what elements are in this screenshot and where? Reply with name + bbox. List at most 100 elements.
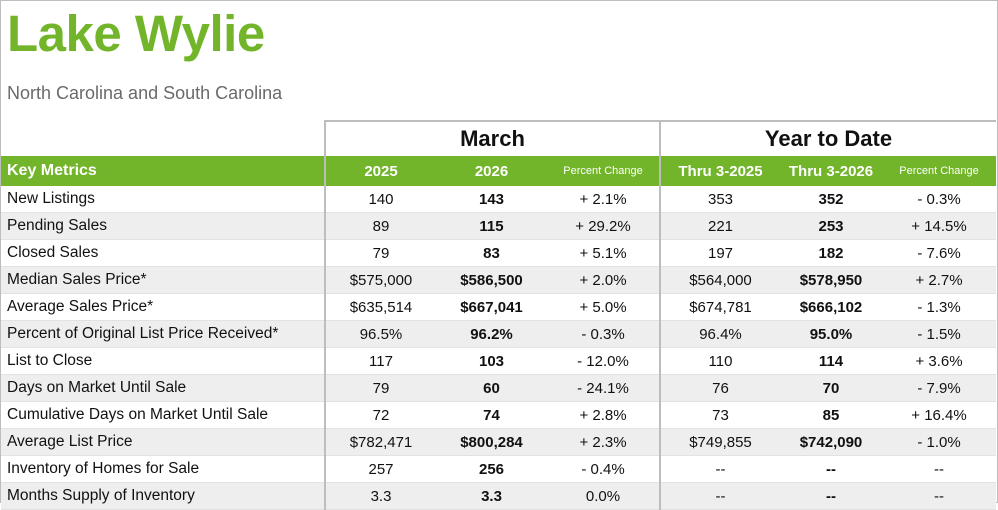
value-2026: 96.2% bbox=[436, 320, 547, 348]
value-2026: 143 bbox=[436, 186, 547, 213]
value-2025: 79 bbox=[324, 374, 436, 402]
value-2025: 72 bbox=[324, 401, 436, 429]
value-thru-3-2026: 95.0% bbox=[780, 320, 882, 348]
table-row: Median Sales Price* $575,000 $586,500 + … bbox=[1, 266, 997, 294]
value-thru-3-2026: -- bbox=[780, 455, 882, 483]
column-header-ytd-percent-change: Percent Change bbox=[882, 156, 997, 186]
value-2026: 83 bbox=[436, 239, 547, 267]
key-metrics-table: March Year to Date Key Metrics 2025 2026… bbox=[1, 120, 997, 510]
value-2025: $782,471 bbox=[324, 428, 436, 456]
metric-name: List to Close bbox=[1, 347, 325, 375]
value-2026: 256 bbox=[436, 455, 547, 483]
value-thru-3-2025: 110 bbox=[659, 347, 780, 375]
march-percent-change: - 12.0% bbox=[547, 347, 660, 375]
table-row: Percent of Original List Price Received*… bbox=[1, 320, 997, 348]
value-2026: $800,284 bbox=[436, 428, 547, 456]
table-row: Inventory of Homes for Sale 257 256 - 0.… bbox=[1, 455, 997, 483]
column-header-thru-3-2025: Thru 3-2025 bbox=[659, 156, 780, 186]
value-thru-3-2026: $666,102 bbox=[780, 293, 882, 321]
metric-name: Pending Sales bbox=[1, 212, 325, 240]
page-subtitle: North Carolina and South Carolina bbox=[7, 83, 283, 103]
metric-name: Percent of Original List Price Received* bbox=[1, 320, 325, 348]
value-2025: 257 bbox=[324, 455, 436, 483]
value-thru-3-2025: 221 bbox=[659, 212, 780, 240]
march-percent-change: - 0.3% bbox=[547, 320, 660, 348]
ytd-percent-change: + 14.5% bbox=[882, 212, 997, 240]
value-thru-3-2026: -- bbox=[780, 482, 882, 510]
metric-name: Months Supply of Inventory bbox=[1, 482, 325, 510]
value-thru-3-2026: 70 bbox=[780, 374, 882, 402]
march-percent-change: + 29.2% bbox=[547, 212, 660, 240]
value-thru-3-2026: 352 bbox=[780, 186, 882, 213]
table-row: Pending Sales 89 115 + 29.2% 221 253 + 1… bbox=[1, 212, 997, 240]
group-header-year-to-date: Year to Date bbox=[658, 120, 997, 156]
table-row: Months Supply of Inventory 3.3 3.3 0.0% … bbox=[1, 482, 997, 510]
ytd-percent-change: + 3.6% bbox=[882, 347, 997, 375]
ytd-percent-change: - 7.6% bbox=[882, 239, 997, 267]
value-thru-3-2026: 182 bbox=[780, 239, 882, 267]
table-row: List to Close 117 103 - 12.0% 110 114 + … bbox=[1, 347, 997, 375]
metric-name: Days on Market Until Sale bbox=[1, 374, 325, 402]
group-header-blank bbox=[1, 121, 325, 156]
ytd-percent-change: + 2.7% bbox=[882, 266, 997, 294]
value-thru-3-2025: 353 bbox=[659, 186, 780, 213]
value-thru-3-2026: 253 bbox=[780, 212, 882, 240]
column-header-2026: 2026 bbox=[436, 156, 547, 186]
value-2026: $586,500 bbox=[436, 266, 547, 294]
table-row: New Listings 140 143 + 2.1% 353 352 - 0.… bbox=[1, 186, 997, 213]
table-body: New Listings 140 143 + 2.1% 353 352 - 0.… bbox=[1, 186, 997, 510]
table-row: Days on Market Until Sale 79 60 - 24.1% … bbox=[1, 374, 997, 402]
value-2026: 74 bbox=[436, 401, 547, 429]
march-percent-change: 0.0% bbox=[547, 482, 660, 510]
march-percent-change: + 2.8% bbox=[547, 401, 660, 429]
value-thru-3-2025: $674,781 bbox=[659, 293, 780, 321]
march-percent-change: + 2.0% bbox=[547, 266, 660, 294]
column-header-thru-3-2026: Thru 3-2026 bbox=[780, 156, 882, 186]
column-header-march-percent-change: Percent Change bbox=[547, 156, 660, 186]
metric-name: Cumulative Days on Market Until Sale bbox=[1, 401, 325, 429]
value-thru-3-2025: $749,855 bbox=[659, 428, 780, 456]
march-percent-change: + 5.1% bbox=[547, 239, 660, 267]
march-percent-change: - 24.1% bbox=[547, 374, 660, 402]
value-2026: 103 bbox=[436, 347, 547, 375]
table-row: Average Sales Price* $635,514 $667,041 +… bbox=[1, 293, 997, 321]
value-2026: 3.3 bbox=[436, 482, 547, 510]
value-2025: $575,000 bbox=[324, 266, 436, 294]
value-thru-3-2025: 76 bbox=[659, 374, 780, 402]
value-2025: 96.5% bbox=[324, 320, 436, 348]
ytd-percent-change: - 7.9% bbox=[882, 374, 997, 402]
value-2026: 115 bbox=[436, 212, 547, 240]
ytd-percent-change: + 16.4% bbox=[882, 401, 997, 429]
value-2025: 89 bbox=[324, 212, 436, 240]
march-percent-change: + 2.3% bbox=[547, 428, 660, 456]
ytd-percent-change: - 0.3% bbox=[882, 186, 997, 213]
ytd-percent-change: - 1.5% bbox=[882, 320, 997, 348]
value-2026: 60 bbox=[436, 374, 547, 402]
table-row: Closed Sales 79 83 + 5.1% 197 182 - 7.6% bbox=[1, 239, 997, 267]
metric-name: New Listings bbox=[1, 186, 325, 213]
ytd-percent-change: - 1.0% bbox=[882, 428, 997, 456]
table-row: Average List Price $782,471 $800,284 + 2… bbox=[1, 428, 997, 456]
metric-name: Median Sales Price* bbox=[1, 266, 325, 294]
march-percent-change: + 5.0% bbox=[547, 293, 660, 321]
metric-name: Average List Price bbox=[1, 428, 325, 456]
value-thru-3-2025: -- bbox=[659, 455, 780, 483]
march-percent-change: - 0.4% bbox=[547, 455, 660, 483]
metric-name: Inventory of Homes for Sale bbox=[1, 455, 325, 483]
metric-name: Average Sales Price* bbox=[1, 293, 325, 321]
ytd-percent-change: -- bbox=[882, 455, 997, 483]
group-header-row: March Year to Date bbox=[1, 120, 997, 156]
march-percent-change: + 2.1% bbox=[547, 186, 660, 213]
page-title: Lake Wylie bbox=[7, 5, 265, 62]
ytd-percent-change: - 1.3% bbox=[882, 293, 997, 321]
value-thru-3-2025: 96.4% bbox=[659, 320, 780, 348]
value-thru-3-2025: $564,000 bbox=[659, 266, 780, 294]
value-2025: $635,514 bbox=[324, 293, 436, 321]
value-thru-3-2025: -- bbox=[659, 482, 780, 510]
column-header-2025: 2025 bbox=[324, 156, 436, 186]
value-2025: 140 bbox=[324, 186, 436, 213]
metric-name: Closed Sales bbox=[1, 239, 325, 267]
value-thru-3-2026: 114 bbox=[780, 347, 882, 375]
value-2025: 79 bbox=[324, 239, 436, 267]
column-header-row: Key Metrics 2025 2026 Percent Change Thr… bbox=[1, 156, 997, 186]
